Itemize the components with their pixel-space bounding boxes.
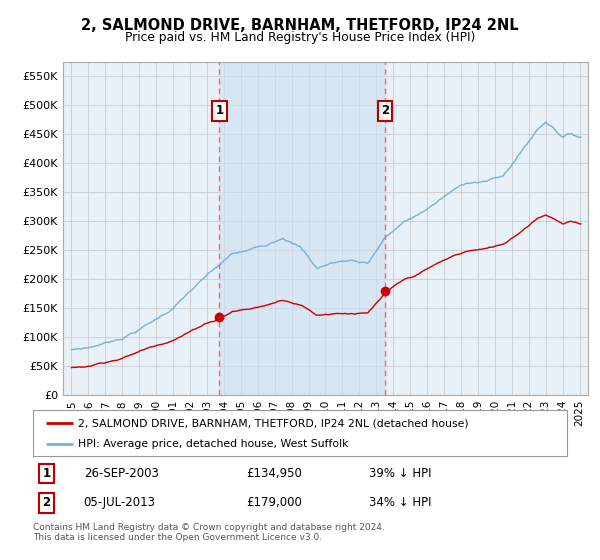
Text: 1: 1 [215, 104, 223, 118]
Text: £179,000: £179,000 [247, 496, 302, 509]
Text: 2, SALMOND DRIVE, BARNHAM, THETFORD, IP24 2NL (detached house): 2, SALMOND DRIVE, BARNHAM, THETFORD, IP2… [79, 418, 469, 428]
Text: 34% ↓ HPI: 34% ↓ HPI [370, 496, 432, 509]
Text: 05-JUL-2013: 05-JUL-2013 [84, 496, 156, 509]
Text: 2: 2 [42, 496, 50, 509]
Text: Price paid vs. HM Land Registry's House Price Index (HPI): Price paid vs. HM Land Registry's House … [125, 31, 475, 44]
Text: Contains HM Land Registry data © Crown copyright and database right 2024.
This d: Contains HM Land Registry data © Crown c… [33, 523, 385, 543]
Text: 39% ↓ HPI: 39% ↓ HPI [370, 467, 432, 480]
Text: HPI: Average price, detached house, West Suffolk: HPI: Average price, detached house, West… [79, 438, 349, 449]
Text: 2, SALMOND DRIVE, BARNHAM, THETFORD, IP24 2NL: 2, SALMOND DRIVE, BARNHAM, THETFORD, IP2… [81, 18, 519, 33]
Bar [220, 62, 385, 395]
Text: 1: 1 [42, 467, 50, 480]
Text: 26-SEP-2003: 26-SEP-2003 [84, 467, 158, 480]
Text: £134,950: £134,950 [247, 467, 302, 480]
Text: 2: 2 [381, 104, 389, 118]
